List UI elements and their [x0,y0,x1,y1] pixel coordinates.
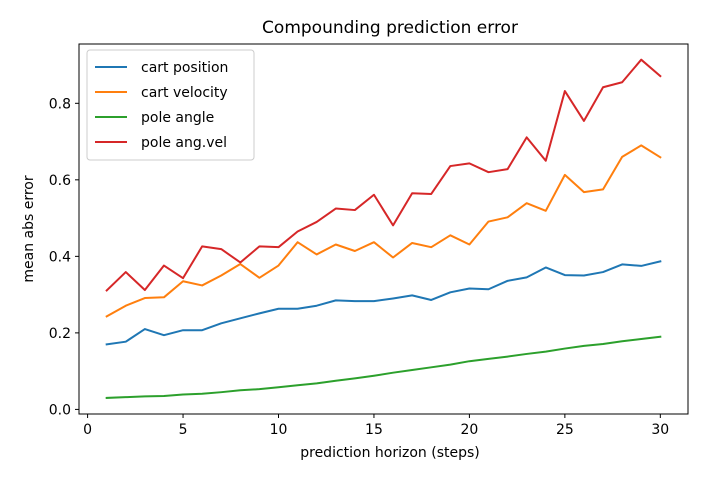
series-line-pole-ang-vel [105,58,662,292]
x-tick-label: 0 [83,422,92,438]
legend-entry: pole angle [141,110,214,126]
y-tick-label: 0.0 [49,402,71,418]
y-tick-label: 0.2 [49,326,71,342]
x-tick-label: 25 [556,422,574,438]
x-tick-label: 5 [179,422,188,438]
y-axis-ticks: 0.0 0.2 0.4 0.6 0.8 [49,96,79,418]
series-line-cart-position [105,260,662,346]
legend-box [86,49,255,161]
legend-entry: cart position [141,60,228,76]
x-axis-label: prediction horizon (steps) [300,445,480,461]
y-tick-label: 0.6 [49,173,71,189]
series-line-cart-velocity [105,144,662,318]
x-axis-ticks: 0 5 10 15 20 25 30 [83,414,669,438]
y-axis-label: mean abs error [21,175,37,283]
chart-title: Compounding prediction error [262,18,518,38]
x-tick-label: 10 [270,422,288,438]
axes-frame [78,43,689,415]
y-tick-label: 0.8 [49,96,71,112]
x-tick-label: 20 [460,422,478,438]
legend: cart position cart velocity pole angle pole… [86,49,255,161]
x-tick-label: 15 [365,422,383,438]
series-lines [105,58,662,399]
legend-entry: pole ang.vel [141,135,227,151]
x-tick-label: 30 [651,422,669,438]
y-tick-label: 0.4 [49,249,71,265]
legend-entry: cart velocity [141,85,228,101]
series-line-pole-angle [105,335,662,399]
